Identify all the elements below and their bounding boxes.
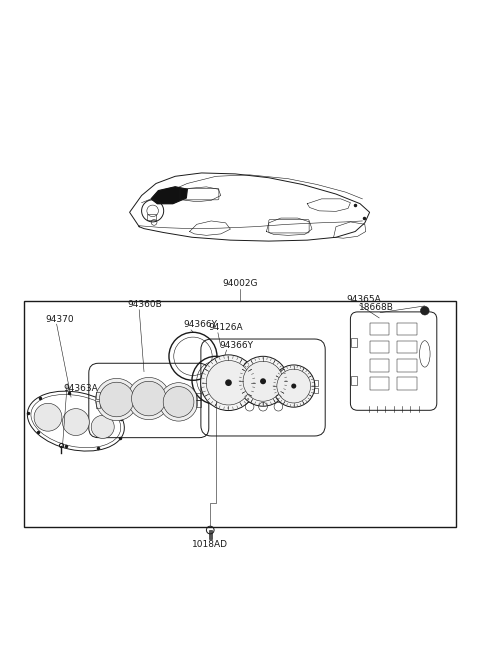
- Bar: [196, 393, 201, 400]
- Bar: [96, 392, 100, 398]
- Bar: [351, 338, 357, 346]
- Bar: [147, 214, 156, 221]
- Circle shape: [132, 381, 166, 416]
- Bar: [24, 301, 456, 527]
- Circle shape: [260, 379, 266, 384]
- Text: 94363A: 94363A: [64, 384, 98, 393]
- Circle shape: [243, 362, 283, 402]
- Circle shape: [291, 384, 296, 388]
- Circle shape: [273, 365, 315, 407]
- Bar: [96, 402, 100, 408]
- Bar: [397, 323, 417, 335]
- Bar: [370, 323, 389, 335]
- Ellipse shape: [91, 415, 114, 438]
- Bar: [397, 359, 417, 371]
- Circle shape: [128, 377, 170, 420]
- Circle shape: [159, 383, 198, 421]
- Circle shape: [206, 360, 251, 405]
- Bar: [351, 377, 357, 385]
- Ellipse shape: [34, 403, 62, 431]
- Text: 94360B: 94360B: [127, 300, 162, 309]
- Circle shape: [163, 386, 194, 417]
- Bar: [370, 377, 389, 390]
- Text: 94366Y: 94366Y: [219, 341, 253, 350]
- Polygon shape: [151, 187, 187, 204]
- Bar: [209, 530, 212, 538]
- Bar: [314, 388, 318, 393]
- Circle shape: [225, 379, 232, 386]
- Circle shape: [99, 383, 134, 417]
- Bar: [314, 381, 318, 386]
- Bar: [209, 378, 213, 384]
- Circle shape: [420, 307, 429, 315]
- Bar: [196, 400, 201, 407]
- Text: 18668B: 18668B: [359, 303, 394, 312]
- Text: 94370: 94370: [46, 314, 74, 324]
- Circle shape: [238, 356, 288, 406]
- Text: 1018AD: 1018AD: [192, 540, 228, 549]
- Bar: [209, 388, 213, 393]
- Bar: [397, 377, 417, 390]
- Bar: [370, 341, 389, 354]
- Bar: [397, 341, 417, 354]
- Circle shape: [201, 355, 256, 411]
- Text: 94366Y: 94366Y: [184, 320, 218, 329]
- Bar: [370, 359, 389, 371]
- Circle shape: [96, 379, 138, 421]
- Circle shape: [277, 369, 311, 403]
- Text: 94002G: 94002G: [222, 278, 258, 288]
- Ellipse shape: [62, 409, 89, 436]
- Text: 94365A: 94365A: [347, 295, 381, 305]
- Text: 94126A: 94126A: [208, 324, 243, 332]
